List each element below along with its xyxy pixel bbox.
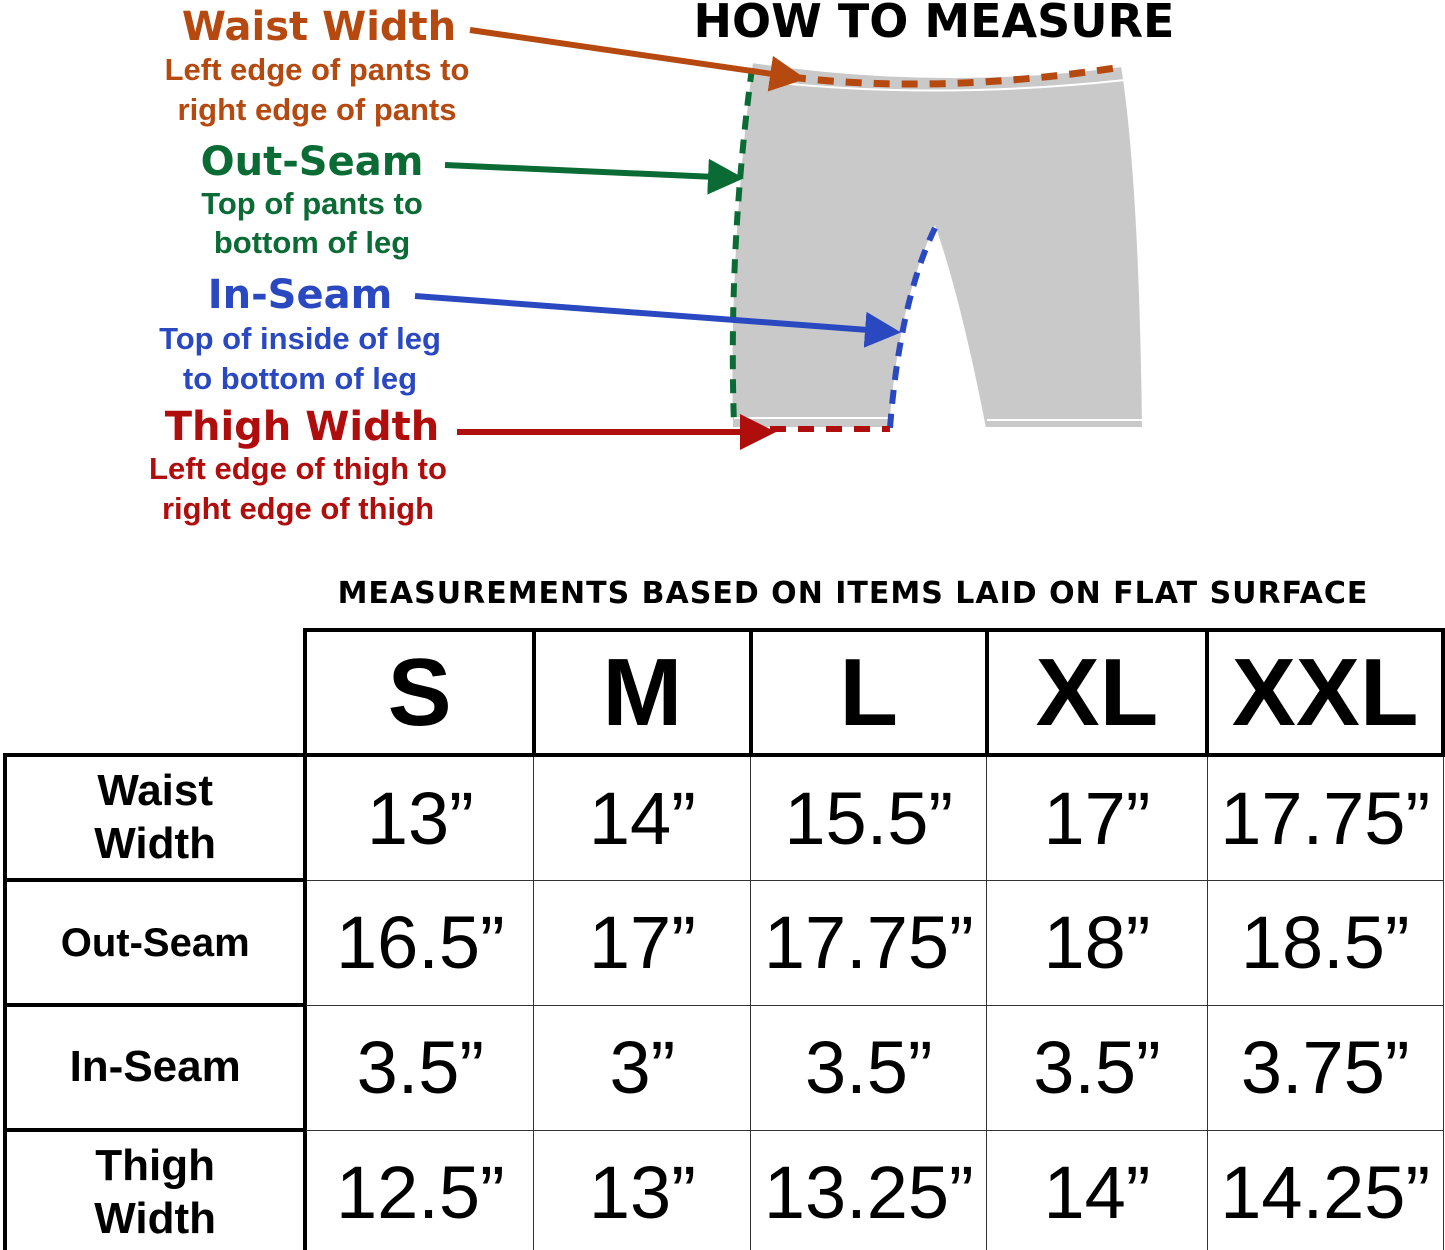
row-label: In-Seam [2,1003,308,1132]
value-cell: 17.75” [750,879,988,1006]
row-label: Waist Width [2,753,308,882]
value-cell: 3” [533,1004,752,1131]
outseam-arrow [444,158,744,195]
outseam-measure-line [729,67,755,426]
inseam-desc-2: to bottom of leg [183,361,417,396]
value-cell: 3.5” [304,1004,535,1131]
value-cell: 14.25” [1206,1129,1444,1250]
waist-label: Waist Width [182,4,456,50]
value-cell: 13.25” [750,1129,988,1250]
size-header: M [531,628,753,757]
value-cell: 17” [986,754,1208,881]
thigh-label: Thigh Width [165,404,440,450]
waist-desc-1: Left edge of pants to [165,52,470,87]
title: HOW TO MEASURE [694,0,1175,48]
thigh-desc-2: right edge of thigh [162,491,434,526]
value-cell: 16.5” [304,879,535,1006]
value-cell: 12.5” [304,1129,535,1250]
table-row: Thigh Width 12.5” 13” 13.25” 14” 14.25” [2,1128,1444,1250]
value-cell: 13” [533,1129,752,1250]
waist-desc-2: right edge of pants [178,92,457,127]
value-cell: 17” [533,879,752,1006]
size-header: L [748,628,989,757]
outseam-label: Out-Seam [201,139,424,185]
outseam-desc-2: bottom of leg [214,225,410,260]
value-cell: 14” [986,1129,1208,1250]
size-header: XL [984,628,1210,757]
measure-diagram: HOW TO MEASURE Waist Width Left edge of … [149,0,1175,526]
value-cell: 14” [533,754,752,881]
blank-cell [5,630,305,755]
value-cell: 18.5” [1206,879,1444,1006]
pants-illustration [730,60,1145,429]
waist-measure-line [789,63,1123,88]
value-cell: 15.5” [750,754,988,881]
value-cell: 18” [986,879,1208,1006]
size-header: S [303,628,536,757]
value-cell: 17.75” [1206,754,1444,881]
table-row: Out-Seam 16.5” 17” 17.75” 18” 18.5” [2,878,1444,1007]
outseam-desc-1: Top of pants to [201,186,423,221]
value-cell: 3.5” [750,1004,988,1131]
row-label: Out-Seam [2,878,308,1007]
table-row: In-Seam 3.5” 3” 3.5” 3.5” 3.75” [2,1003,1444,1132]
measurement-note: MEASUREMENTS BASED ON ITEMS LAID ON FLAT… [337,576,1369,611]
value-cell: 13” [304,754,535,881]
inseam-arrow [414,293,901,348]
value-cell: 3.75” [1206,1004,1444,1131]
thigh-desc-1: Left edge of thigh to [149,451,447,486]
value-cell: 3.5” [986,1004,1208,1131]
size-table: S M L XL XXL Waist Width 13” 14” 15.5” 1… [2,628,1445,1250]
inseam-label: In-Seam [208,272,393,318]
inseam-measure-line [887,226,938,429]
waist-arrow [469,27,806,92]
size-header: XXL [1205,628,1445,757]
row-label: Thigh Width [2,1128,308,1250]
inseam-desc-1: Top of inside of leg [159,321,441,356]
size-header-row: S M L XL XXL [5,628,1445,757]
table-row: Waist Width 13” 14” 15.5” 17” 17.75” [2,753,1444,882]
